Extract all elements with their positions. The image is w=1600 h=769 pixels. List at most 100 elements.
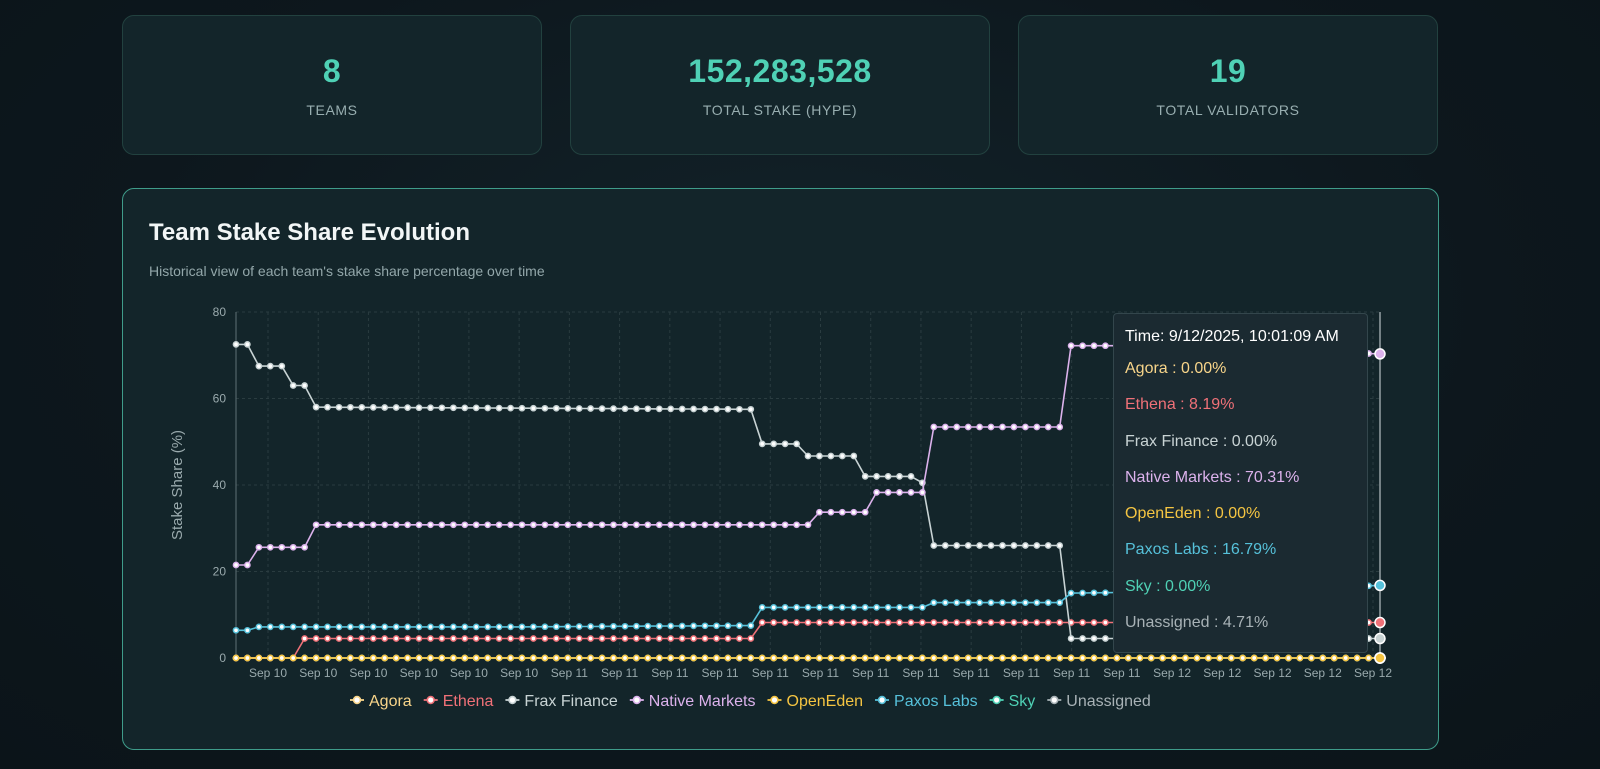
data-point (1250, 654, 1258, 662)
data-point (701, 405, 709, 413)
legend-swatch-marker (632, 695, 641, 705)
data-point (598, 521, 606, 529)
chart-tooltip: Time: 9/12/2025, 10:01:09 AM Agora : 0.0… (1113, 313, 1368, 653)
data-point (747, 521, 755, 529)
data-point (758, 604, 766, 611)
data-point (884, 604, 892, 611)
legend-label[interactable]: OpenEden (787, 693, 864, 710)
data-point (999, 542, 1006, 549)
data-point (873, 604, 880, 611)
data-point (232, 561, 240, 569)
data-point (381, 521, 389, 529)
data-point (255, 654, 263, 662)
data-point (941, 619, 949, 626)
data-point (518, 654, 526, 662)
data-point (655, 521, 663, 529)
x-tick-label: Sep 11 (1103, 666, 1140, 680)
data-point (564, 521, 572, 529)
data-point (404, 404, 411, 411)
data-point (884, 654, 892, 662)
legend-label[interactable]: Unassigned (1066, 693, 1151, 710)
data-point (1330, 654, 1338, 662)
legend-label[interactable]: Native Markets (649, 693, 756, 710)
data-point (930, 423, 938, 431)
data-point (575, 654, 583, 662)
data-point (667, 654, 675, 662)
legend-label[interactable]: Agora (369, 693, 412, 710)
data-point (884, 489, 892, 496)
data-point (575, 521, 583, 529)
data-point (507, 521, 514, 529)
data-point (358, 521, 366, 529)
data-point (896, 654, 903, 662)
data-point (907, 489, 915, 496)
data-point (266, 362, 274, 370)
data-point (736, 622, 743, 629)
data-point (987, 619, 995, 626)
data-point (758, 440, 766, 448)
data-point (1113, 654, 1121, 662)
total-stake-label: TOTAL STAKE (HYPE) (702, 101, 858, 118)
data-point (358, 623, 366, 631)
data-point (896, 619, 903, 626)
legend-swatch-marker (877, 695, 887, 705)
data-point (827, 452, 835, 460)
data-point (450, 404, 457, 412)
data-point (610, 622, 617, 630)
data-point (461, 654, 469, 662)
x-tick-label: Sep 12 (1153, 666, 1191, 680)
data-point (255, 543, 263, 551)
data-point (1067, 589, 1075, 597)
data-point (335, 403, 343, 411)
data-point (976, 599, 983, 606)
data-point (450, 654, 457, 662)
data-point (838, 619, 846, 626)
data-point (427, 521, 434, 529)
data-point (518, 623, 526, 631)
legend-label[interactable]: Frax Finance (524, 693, 617, 710)
data-point (964, 542, 972, 549)
legend-swatch-marker (352, 695, 362, 705)
data-point (816, 619, 823, 626)
data-point (873, 654, 880, 662)
data-point (713, 521, 720, 529)
y-tick-label: 20 (213, 565, 227, 579)
data-point (873, 473, 880, 480)
data-point (369, 404, 377, 411)
data-point (667, 521, 675, 529)
data-point (770, 654, 778, 662)
data-point (324, 623, 331, 631)
data-point (381, 635, 389, 642)
legend-label[interactable]: Sky (1009, 693, 1036, 710)
data-point (495, 654, 503, 662)
data-point (953, 423, 961, 431)
data-point (232, 341, 240, 348)
data-point (941, 423, 949, 431)
data-point (781, 440, 789, 448)
legend-label[interactable]: Ethena (443, 693, 494, 710)
data-point (907, 473, 915, 480)
data-point (1033, 619, 1041, 626)
data-point (1079, 635, 1086, 642)
tooltip-row: Unassigned : 4.71% (1125, 614, 1269, 632)
x-tick-label: Sep 10 (500, 666, 538, 680)
data-point (415, 654, 423, 662)
data-point (278, 623, 286, 631)
data-point (964, 423, 972, 431)
data-point (530, 521, 537, 529)
x-tick-label: Sep 11 (701, 666, 738, 680)
data-point (392, 654, 400, 662)
data-point (655, 622, 663, 630)
data-point (655, 654, 663, 662)
data-point (404, 635, 411, 642)
tooltip-row: Ethena : 8.19% (1125, 396, 1235, 414)
data-point (690, 654, 697, 662)
data-point (472, 623, 480, 631)
data-point (667, 405, 675, 413)
data-point (781, 521, 789, 529)
legend-label[interactable]: Paxos Labs (894, 693, 978, 710)
data-point (621, 622, 629, 630)
data-point (484, 521, 492, 529)
x-tick-label: Sep 12 (1304, 666, 1342, 680)
data-point (461, 521, 469, 529)
